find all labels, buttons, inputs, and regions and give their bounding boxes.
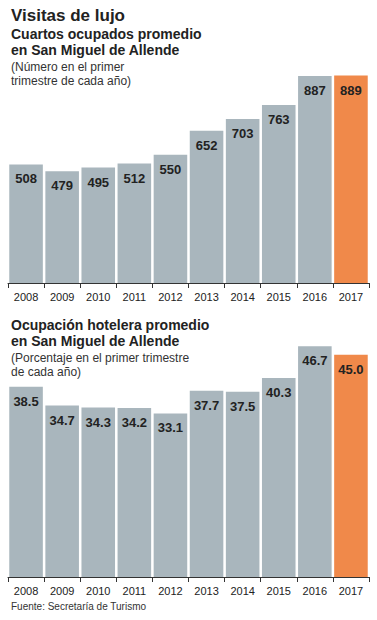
svg-text:479: 479	[51, 178, 73, 193]
svg-text:trimestre de cada año): trimestre de cada año)	[11, 74, 131, 88]
svg-text:2012: 2012	[158, 585, 182, 597]
svg-text:2010: 2010	[86, 291, 110, 303]
svg-text:2015: 2015	[267, 291, 291, 303]
svg-text:34.2: 34.2	[122, 415, 147, 430]
svg-text:889: 889	[340, 83, 362, 98]
svg-text:2017: 2017	[339, 585, 363, 597]
svg-text:2014: 2014	[230, 585, 254, 597]
svg-text:887: 887	[304, 83, 326, 98]
svg-text:512: 512	[123, 171, 145, 186]
svg-text:2016: 2016	[303, 585, 327, 597]
svg-text:2013: 2013	[194, 291, 218, 303]
svg-text:(Número en el primer: (Número en el primer	[11, 60, 124, 74]
svg-text:37.7: 37.7	[194, 398, 219, 413]
svg-text:en San Miguel de Allende: en San Miguel de Allende	[11, 333, 180, 349]
svg-text:2017: 2017	[339, 291, 363, 303]
svg-text:38.5: 38.5	[13, 394, 38, 409]
svg-text:2016: 2016	[303, 291, 327, 303]
svg-text:de cada año): de cada año)	[11, 365, 81, 379]
svg-text:2013: 2013	[194, 585, 218, 597]
svg-text:(Porcentaje en el primer trime: (Porcentaje en el primer trimestre	[11, 351, 189, 365]
svg-text:37.5: 37.5	[230, 399, 255, 414]
svg-text:Visitas de lujo: Visitas de lujo	[11, 6, 125, 25]
svg-text:2014: 2014	[230, 291, 254, 303]
svg-text:2011: 2011	[123, 291, 147, 303]
svg-text:2009: 2009	[50, 291, 74, 303]
svg-text:33.1: 33.1	[158, 420, 183, 435]
svg-text:Fuente: Secretaría de Turismo: Fuente: Secretaría de Turismo	[11, 601, 147, 612]
svg-text:550: 550	[160, 162, 182, 177]
svg-text:2008: 2008	[14, 585, 38, 597]
svg-text:2012: 2012	[158, 291, 182, 303]
svg-text:703: 703	[232, 126, 254, 141]
svg-text:2015: 2015	[267, 585, 291, 597]
svg-text:495: 495	[87, 175, 109, 190]
svg-text:508: 508	[15, 171, 37, 186]
svg-text:46.7: 46.7	[302, 353, 327, 368]
svg-text:45.0: 45.0	[338, 362, 363, 377]
svg-text:40.3: 40.3	[266, 385, 291, 400]
svg-text:2008: 2008	[14, 291, 38, 303]
svg-text:763: 763	[268, 112, 290, 127]
svg-text:Ocupación hotelera promedio: Ocupación hotelera promedio	[11, 317, 209, 333]
svg-text:34.7: 34.7	[49, 413, 74, 428]
svg-text:2010: 2010	[86, 585, 110, 597]
svg-text:2009: 2009	[50, 585, 74, 597]
svg-text:Cuartos ocupados promedio: Cuartos ocupados promedio	[11, 26, 202, 42]
svg-text:34.3: 34.3	[86, 415, 111, 430]
svg-text:2011: 2011	[123, 585, 147, 597]
svg-text:652: 652	[196, 138, 218, 153]
svg-text:en San Miguel de Allende: en San Miguel de Allende	[11, 42, 180, 58]
